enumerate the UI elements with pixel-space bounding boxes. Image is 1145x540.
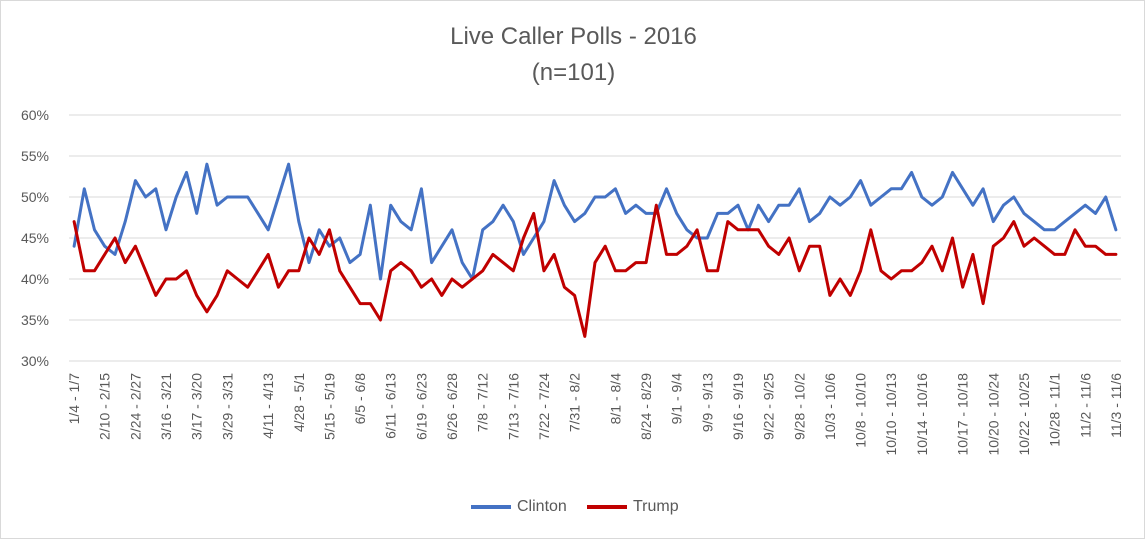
x-tick-label: 6/19 - 6/23 — [413, 373, 429, 440]
x-tick-label: 10/20 - 10/24 — [985, 373, 1001, 456]
x-tick-label: 9/9 - 9/13 — [699, 373, 715, 432]
gridlines — [69, 114, 1121, 362]
y-tick-label: 45% — [21, 230, 49, 246]
x-tick-label: 7/31 - 8/2 — [567, 373, 583, 432]
x-tick-label: 9/1 - 9/4 — [669, 373, 685, 425]
series-lines — [72, 162, 1118, 338]
y-tick-label: 35% — [21, 312, 49, 328]
x-tick-label: 10/28 - 11/1 — [1047, 373, 1063, 447]
x-tick-label: 9/28 - 10/2 — [791, 373, 807, 440]
legend-label-trump: Trump — [633, 498, 679, 515]
x-tick-label: 6/26 - 6/28 — [444, 373, 460, 440]
y-tick-label: 40% — [21, 271, 49, 287]
legend-item-clinton: Clinton — [471, 498, 567, 516]
legend-item-trump: Trump — [587, 498, 679, 516]
x-tick-label: 11/2 - 11/6 — [1077, 373, 1093, 438]
x-tick-label: 9/16 - 9/19 — [730, 373, 746, 440]
x-tick-label: 10/17 - 10/18 — [955, 373, 971, 456]
x-tick-label: 5/15 - 5/19 — [321, 373, 337, 440]
x-tick-label: 10/14 - 10/16 — [914, 373, 930, 456]
x-tick-label: 7/22 - 7/24 — [536, 373, 552, 440]
chart-subtitle: (n=101) — [531, 59, 616, 86]
x-tick-label: 10/22 - 10/25 — [1016, 373, 1032, 456]
series-line-clinton — [72, 162, 1118, 281]
x-tick-label: 6/11 - 6/13 — [383, 373, 399, 439]
y-tick-label: 30% — [21, 353, 49, 369]
legend-swatch-trump — [587, 505, 627, 509]
x-tick-label: 10/8 - 10/10 — [853, 373, 869, 448]
x-tick-label: 3/17 - 3/20 — [189, 373, 205, 440]
x-tick-label: 3/29 - 3/31 — [219, 373, 235, 440]
x-tick-label: 4/11 - 4/13 — [260, 373, 276, 439]
legend-swatch-clinton — [471, 505, 511, 509]
x-tick-label: 2/24 - 2/27 — [127, 373, 143, 440]
x-tick-label: 4/28 - 5/1 — [291, 373, 307, 432]
series-line-trump — [72, 203, 1118, 338]
x-axis-ticks: 1/4 - 1/7 2/10 - 2/15 2/24 - 2/27 3/16 - 3/… — [66, 373, 1124, 456]
y-axis-ticks: 30% 35% 40% 45% 50% 55% 60% — [21, 107, 49, 369]
x-tick-label: 9/22 - 9/25 — [761, 373, 777, 440]
x-tick-label: 3/16 - 3/21 — [158, 373, 174, 440]
x-tick-label: 8/24 - 8/29 — [638, 373, 654, 440]
x-tick-label: 1/4 - 1/7 — [66, 373, 82, 425]
x-tick-label: 7/13 - 7/16 — [505, 373, 521, 440]
x-tick-label: 7/8 - 7/12 — [475, 373, 491, 432]
chart-title: Live Caller Polls - 2016 — [450, 23, 697, 50]
y-tick-label: 55% — [21, 148, 49, 164]
x-tick-label: 10/10 - 10/13 — [883, 373, 899, 456]
x-tick-label: 10/3 - 10/6 — [822, 373, 838, 440]
x-tick-label: 11/3 - 11/6 — [1108, 373, 1124, 438]
y-tick-label: 60% — [21, 107, 49, 123]
x-tick-label: 8/1 - 8/4 — [607, 373, 623, 425]
legend: Clinton Trump — [1, 498, 1145, 520]
x-tick-label: 2/10 - 2/15 — [97, 373, 113, 440]
legend-label-clinton: Clinton — [517, 498, 567, 515]
y-tick-label: 50% — [21, 189, 49, 205]
x-tick-label: 6/5 - 6/8 — [352, 373, 368, 425]
